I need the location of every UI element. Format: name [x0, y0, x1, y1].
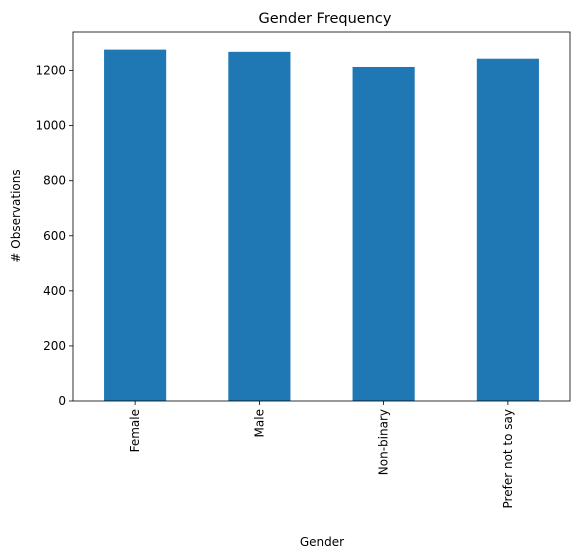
bars-group: [104, 49, 539, 402]
y-tick-label: 400: [43, 284, 66, 298]
bar-female: [104, 49, 167, 402]
x-tick-label: Non-binary: [377, 409, 391, 475]
y-tick-label: 600: [43, 229, 66, 243]
x-axis-label: Gender: [300, 535, 344, 549]
x-tick-label: Prefer not to say: [501, 409, 515, 508]
y-tick-label: 1200: [35, 64, 66, 78]
bar-male: [228, 51, 291, 401]
y-tick-label: 800: [43, 174, 66, 188]
bar-prefer-not-to-say: [476, 58, 539, 402]
x-axis-ticks: Female Male Non-binary Prefer not to say: [128, 401, 515, 508]
x-tick-label: Male: [252, 409, 266, 437]
x-tick-label: Female: [128, 409, 142, 452]
bar-non-binary: [352, 66, 415, 402]
y-tick-label: 200: [43, 339, 66, 353]
y-tick-label: 1000: [35, 119, 66, 133]
y-axis-ticks: 0 200 400 600 800 1000 1200: [35, 64, 73, 408]
plot-frame: [72, 31, 571, 402]
y-axis-label: # Observations: [9, 169, 23, 262]
y-tick-label: 0: [58, 394, 66, 408]
chart-title: Gender Frequency: [259, 11, 392, 27]
